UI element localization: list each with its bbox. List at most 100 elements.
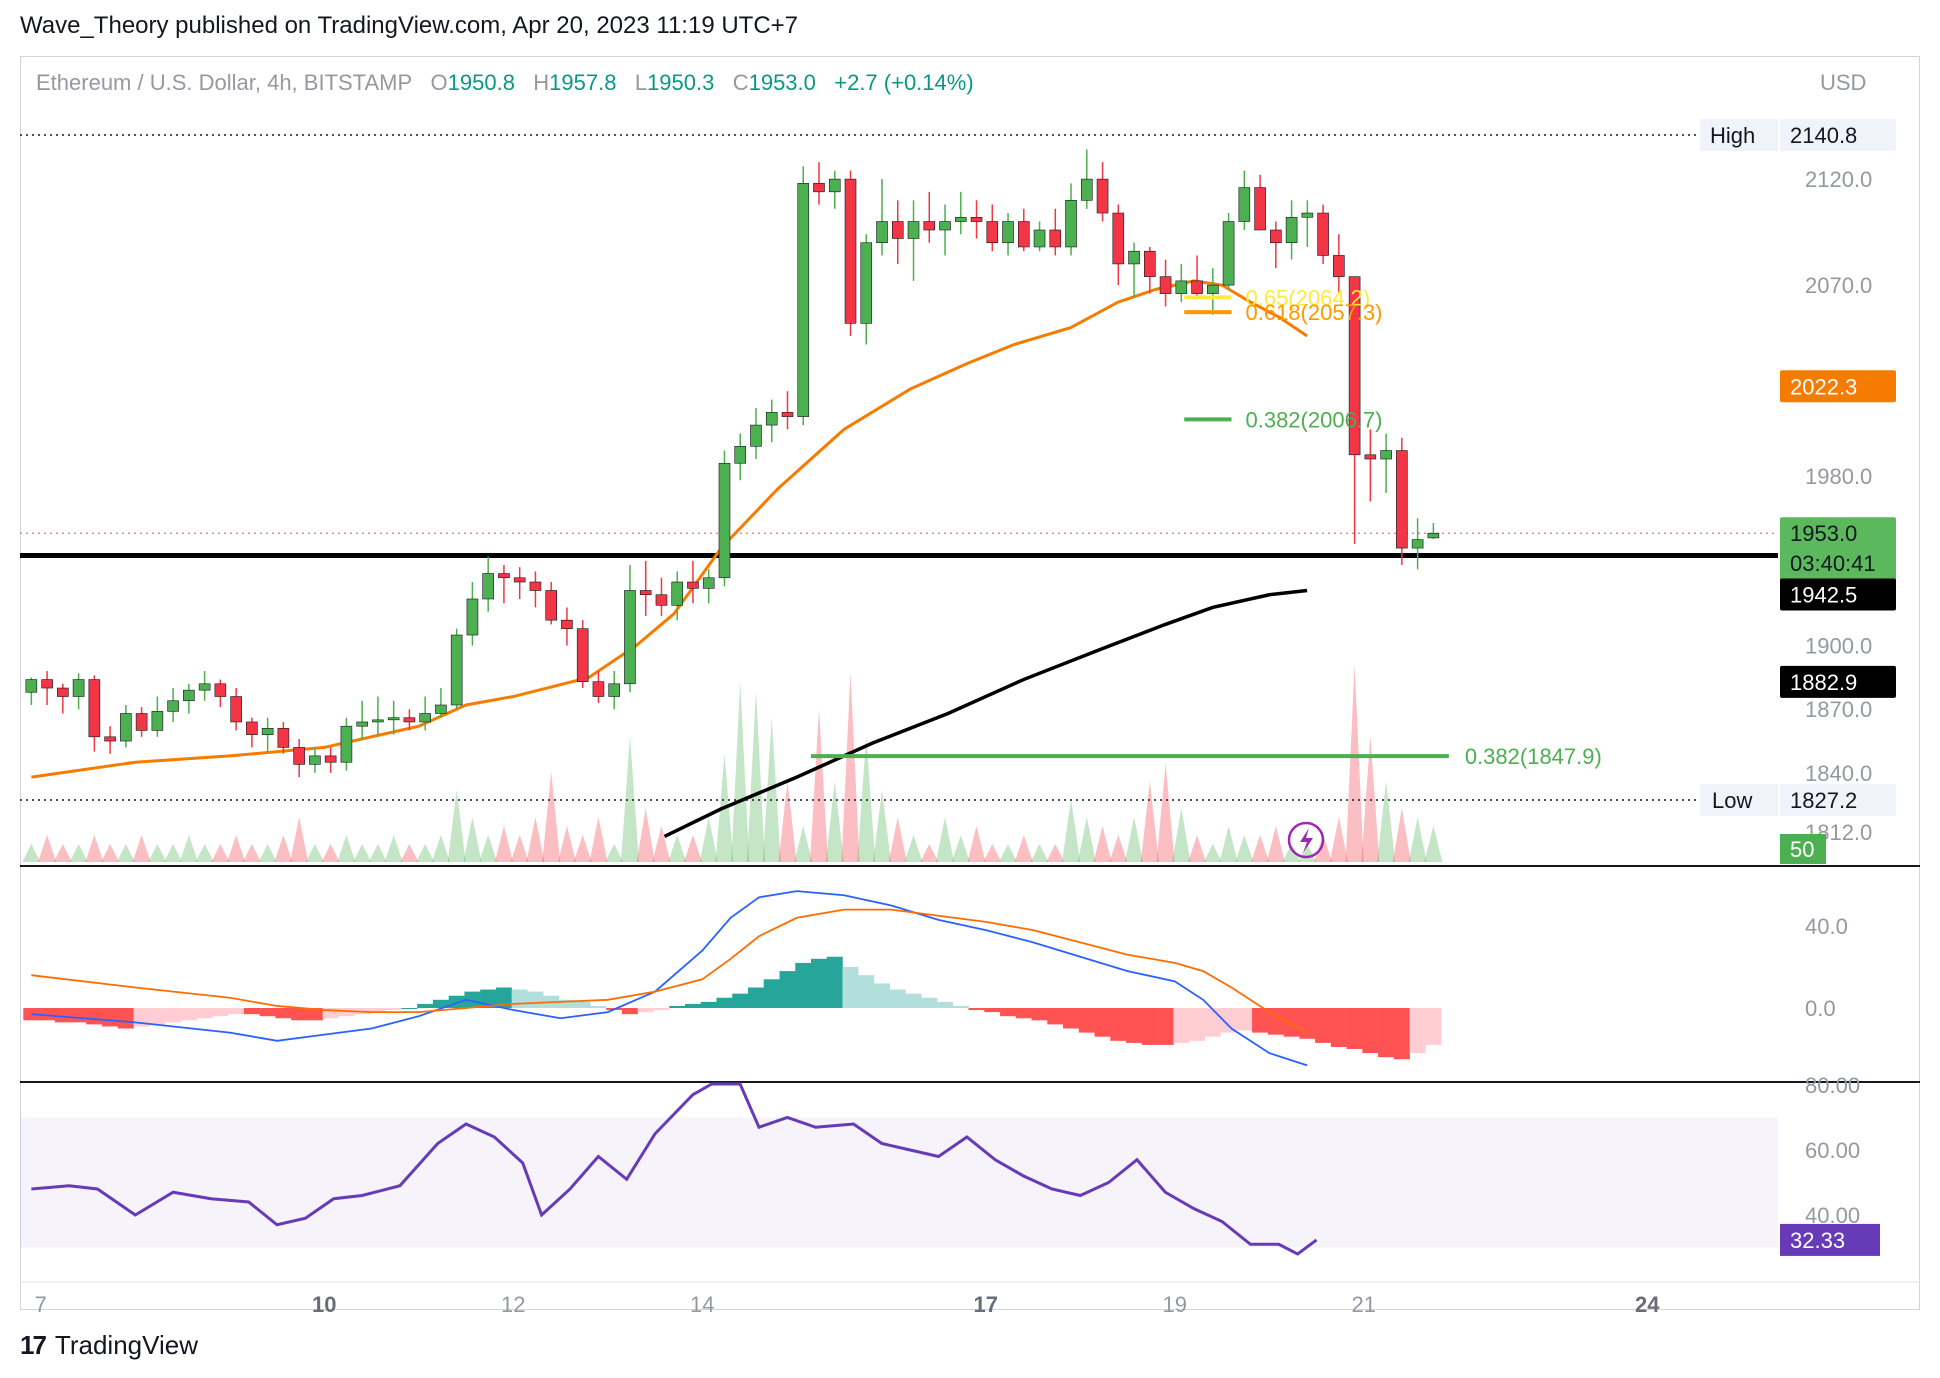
date-tick-label: 12 — [501, 1292, 525, 1317]
ma50-line — [31, 279, 1308, 779]
macd-bar — [732, 993, 749, 1008]
candle-body — [324, 755, 337, 763]
candle-body — [419, 713, 431, 723]
candle-body — [1175, 280, 1188, 294]
volume-bar — [1219, 826, 1238, 862]
macd-bar — [86, 1008, 103, 1025]
candle-body — [57, 687, 69, 697]
macd-bar — [338, 1008, 355, 1017]
macd-bar — [1378, 1008, 1395, 1058]
volume-bar — [384, 835, 403, 862]
volume-bar — [1109, 835, 1128, 862]
candle-body — [1128, 250, 1140, 265]
volume-bar — [1424, 826, 1443, 862]
candle-body — [450, 634, 463, 706]
macd-tick-label: 0.0 — [1805, 996, 1836, 1021]
lightning-icon-glyph — [1300, 828, 1313, 853]
high-price-badge-bg — [1780, 119, 1896, 151]
macd-bar — [921, 997, 938, 1008]
volume-bar — [337, 835, 356, 862]
volume-bar — [179, 835, 198, 862]
macd-bar — [779, 971, 796, 1008]
candle-body — [860, 242, 873, 324]
date-tick-label: 19 — [1163, 1292, 1187, 1317]
volume-badge: 50 — [1790, 837, 1814, 862]
candle-body — [482, 573, 494, 600]
candle-body — [970, 216, 983, 222]
volume-bar — [1282, 844, 1301, 862]
macd-bar — [70, 1008, 87, 1023]
macd-bar — [243, 1008, 260, 1015]
volume-bar — [1203, 844, 1222, 862]
macd-bar — [747, 987, 764, 1008]
candle-body — [639, 590, 652, 596]
macd-bar — [1425, 1008, 1442, 1045]
volume-bar — [1361, 736, 1380, 862]
candle-body — [1301, 212, 1314, 218]
candle-body — [261, 728, 274, 735]
macd-bar — [842, 967, 859, 1008]
date-tick-label: 21 — [1352, 1292, 1376, 1317]
macd-bar — [574, 1001, 591, 1008]
volume-bar — [1298, 844, 1317, 862]
macd-bar — [527, 991, 544, 1008]
volume-bar — [1172, 808, 1191, 862]
volume-bar — [22, 844, 41, 862]
rsi-tick-label: 40.00 — [1805, 1203, 1860, 1228]
fib-label: 0.618(2057.3) — [1245, 300, 1382, 325]
macd-bar — [590, 1005, 607, 1008]
fib-label: 0.382(1847.9) — [1465, 744, 1602, 769]
volume-bar — [1156, 763, 1175, 862]
volume-bar — [101, 844, 120, 862]
tradingview-logo: 17 TradingView — [20, 1330, 198, 1361]
lightning-icon — [1287, 821, 1325, 859]
macd-bar — [684, 1003, 701, 1008]
macd-bar — [1063, 1008, 1080, 1029]
macd-bar — [306, 1008, 323, 1021]
ma50-badge-bg — [1780, 370, 1896, 403]
date-tick-label: 7 — [35, 1292, 47, 1317]
candle-body — [230, 696, 242, 723]
candle-body — [1112, 212, 1125, 265]
macd-bar — [1315, 1008, 1332, 1043]
volume-bar — [148, 844, 167, 862]
macd-bar — [1252, 1008, 1269, 1033]
volume-bar — [211, 844, 230, 862]
support-badge: 1942.5 — [1790, 583, 1857, 608]
candle-body — [576, 628, 589, 682]
volume-bar — [1077, 817, 1096, 862]
volume-bar — [699, 817, 718, 862]
volume-bar — [1093, 826, 1112, 862]
candle-body — [1191, 280, 1203, 294]
volume-bar — [1345, 664, 1364, 862]
volume-bar — [400, 844, 419, 862]
volume-bar — [920, 844, 939, 862]
close-value: 1953.0 — [748, 70, 816, 95]
volume-bar — [1408, 817, 1427, 862]
volume-bar — [605, 844, 624, 862]
macd-bar — [149, 1008, 166, 1025]
candle-body — [403, 717, 416, 723]
price-tick-label: 1900.0 — [1805, 634, 1872, 659]
candle-body — [309, 755, 321, 765]
volume-bar — [1314, 835, 1333, 862]
macd-bar — [968, 1008, 985, 1011]
macd-bar — [322, 1008, 339, 1019]
volume-bar — [542, 772, 561, 862]
volume-bar — [999, 844, 1018, 862]
rsi-tick-label: 60.00 — [1805, 1138, 1860, 1163]
macd-bar — [889, 989, 906, 1008]
candle-body — [797, 183, 810, 417]
volume-bar — [936, 817, 955, 862]
candle-body — [1411, 539, 1424, 549]
volume-bar — [368, 844, 387, 862]
volume-bar — [290, 817, 309, 862]
rsi-band — [20, 1117, 1778, 1248]
close-label: C — [732, 70, 749, 95]
macd-bar — [259, 1008, 276, 1017]
volume-bar — [447, 790, 466, 862]
volume-bar — [873, 790, 892, 862]
rsi-badge-bg — [1780, 1223, 1880, 1256]
volume-bar — [274, 835, 293, 862]
